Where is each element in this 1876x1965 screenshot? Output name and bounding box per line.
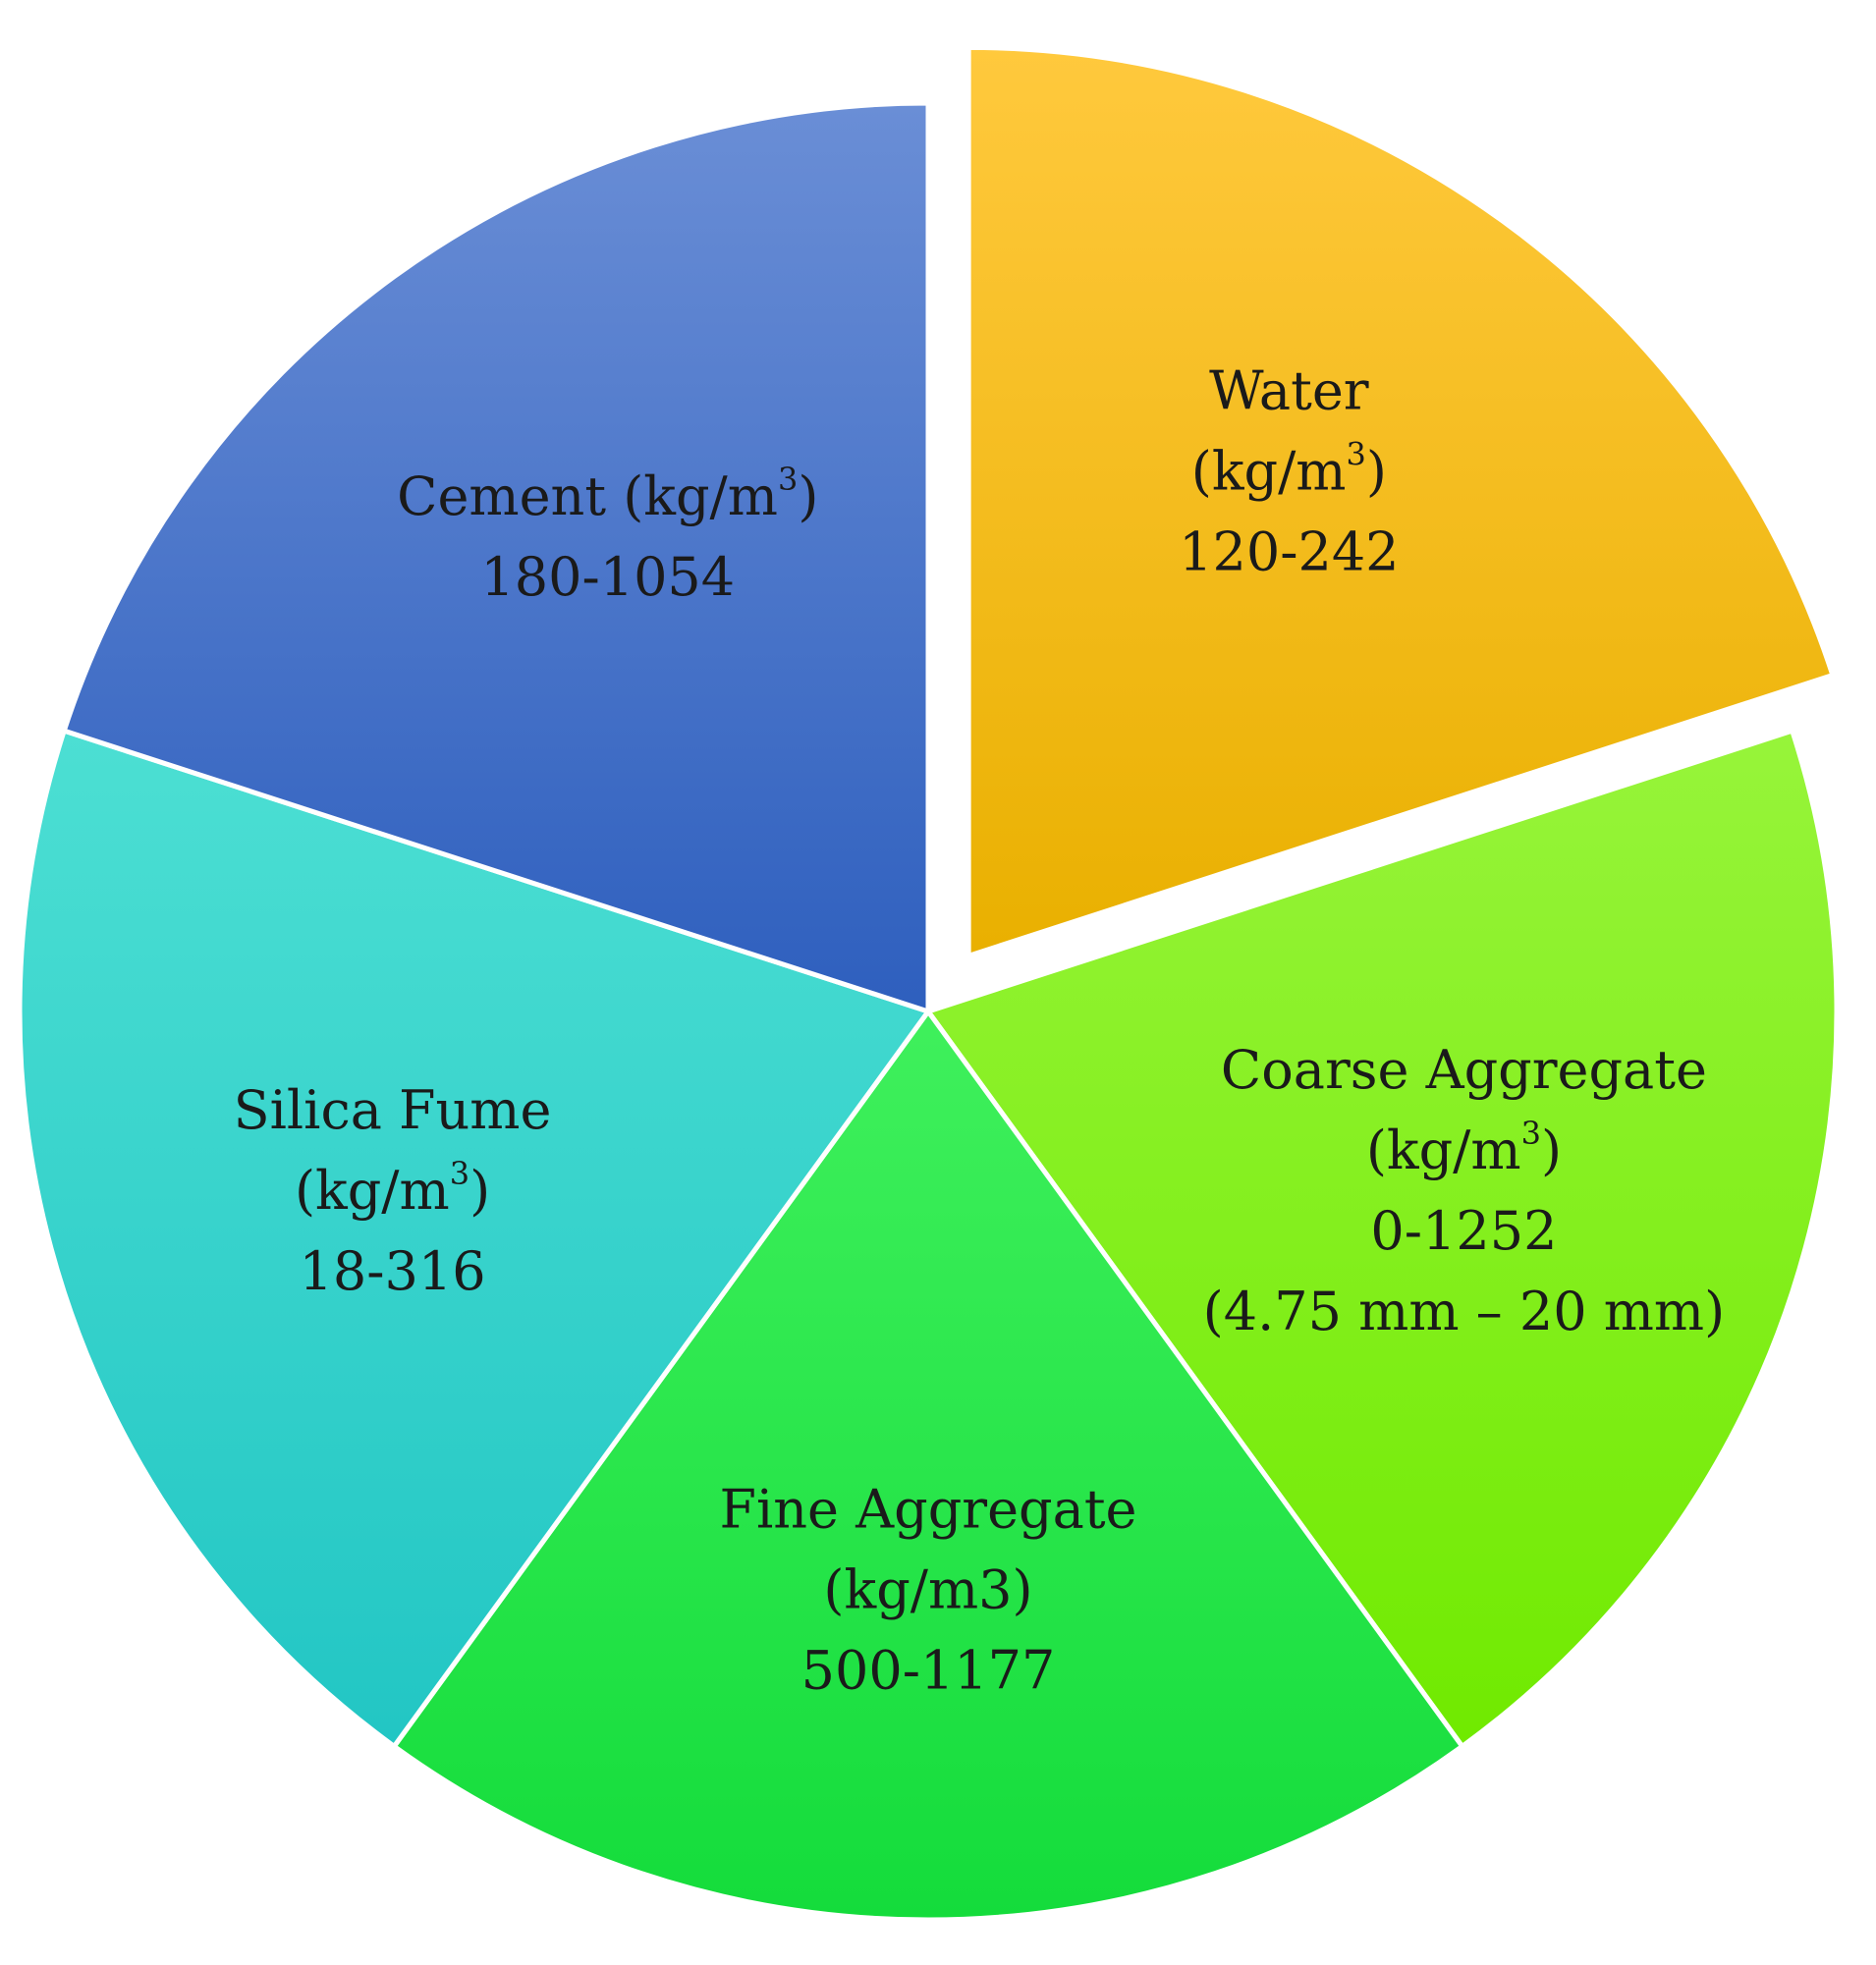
slice-label-water: Water (kg/m3) 120-242 — [1179, 359, 1399, 582]
slice-label-suffix: ) — [798, 465, 818, 527]
slice-label-suffix: ) — [1366, 440, 1387, 502]
pie-slice-fine-aggregate — [391, 1009, 1465, 1923]
slice-label-silica-fume: Silica Fume (kg/m3) 18-316 — [234, 1079, 552, 1302]
slice-label-line: (kg/m3) — [823, 1559, 1032, 1621]
slice-label-line: Fine Aggregate — [720, 1479, 1137, 1541]
slice-label-fine-aggregate: Fine Aggregate (kg/m3) 500-1177 — [720, 1479, 1137, 1702]
slice-label-line: (kg/m — [295, 1160, 450, 1222]
slice-label-line: (kg/m — [1366, 1119, 1521, 1181]
pie-slice-water — [966, 44, 1836, 958]
slice-label-line: 120-242 — [1179, 520, 1399, 582]
superscript: 3 — [1347, 435, 1366, 472]
slice-label-line: 180-1054 — [480, 546, 735, 608]
slice-label-line: 500-1177 — [801, 1640, 1056, 1702]
pie-slice-silica-fume — [17, 728, 931, 1749]
superscript: 3 — [778, 460, 798, 497]
slice-label-line: Coarse Aggregate — [1221, 1039, 1707, 1101]
slice-label-line: 18-316 — [300, 1240, 486, 1302]
slice-label-line: Cement (kg/m — [397, 465, 778, 527]
slice-label-line: 0-1252 — [1370, 1200, 1557, 1262]
slice-label-suffix: ) — [469, 1160, 490, 1222]
slice-label-suffix: ) — [1541, 1119, 1562, 1181]
slice-label-cement: Cement (kg/m3) 180-1054 — [397, 460, 818, 607]
superscript: 3 — [450, 1155, 469, 1192]
slice-label-line: (kg/m — [1191, 440, 1347, 502]
slice-label-line: Water — [1209, 359, 1369, 421]
slice-label-coarse-aggregate: Coarse Aggregate (kg/m3) 0-1252 (4.75 mm – … — [1203, 1039, 1726, 1342]
slice-label-line: Silica Fume — [234, 1079, 552, 1141]
pie-slice-cement — [61, 100, 931, 1014]
slice-label-line: (4.75 mm – 20 mm) — [1203, 1281, 1726, 1342]
superscript: 3 — [1521, 1115, 1541, 1152]
pie-slice-coarse-aggregate — [925, 728, 1840, 1749]
slices-layer — [17, 44, 1840, 1923]
